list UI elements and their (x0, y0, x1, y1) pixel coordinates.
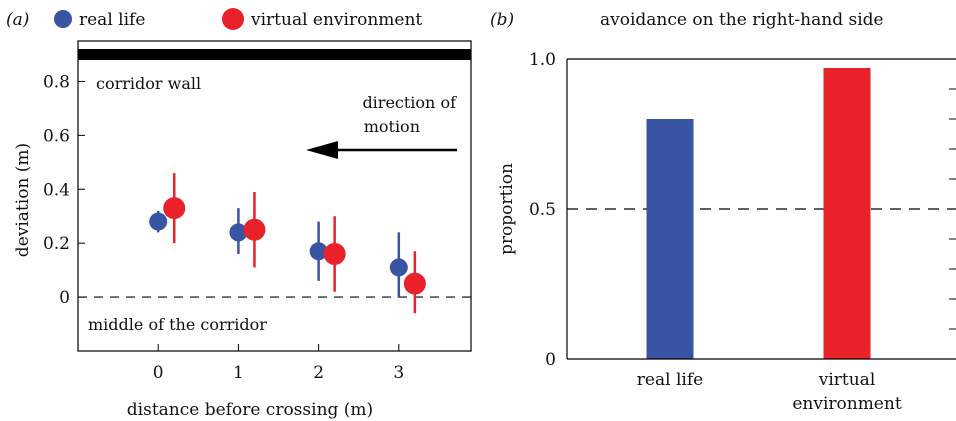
category-labels-b: real life virtual environment (637, 370, 902, 414)
corridor-wall-label: corridor wall (96, 74, 201, 93)
legend-marker-virtual-environment (222, 8, 244, 30)
legend-label-virtual-environment: virtual environment (250, 10, 422, 30)
category-label-b: environment (792, 394, 901, 414)
data-point-virtual-environment (403, 272, 426, 295)
axis-ticks-a: 0 0.2 0.4 0.6 0.8 0 1 2 3 (43, 72, 404, 383)
y-tick-label-b: 0 (545, 350, 556, 370)
chart-title-b: avoidance on the right-hand side (600, 10, 884, 30)
legend: real life virtual environment (54, 8, 422, 30)
data-point-virtual-environment (243, 218, 266, 241)
plot-frame-a (77, 40, 472, 352)
bar-real-life (646, 119, 694, 359)
direction-label-line2: motion (364, 117, 420, 136)
x-tick-label-a: 3 (393, 363, 404, 383)
data-point-real-life (229, 223, 248, 242)
bar-virtual-environment (823, 68, 871, 359)
y-axis-label-b: proportion (497, 163, 517, 255)
axis-ticks-b: 0 0.5 1.0 (529, 50, 956, 370)
panel-b-label: (b) (490, 10, 514, 30)
legend-marker-real-life (54, 10, 72, 28)
data-point-real-life (389, 258, 408, 277)
y-tick-label-a: 0.6 (43, 126, 70, 146)
category-label-b: real life (637, 370, 703, 390)
x-tick-label-a: 1 (233, 363, 244, 383)
y-tick-label-a: 0 (59, 288, 70, 308)
x-axis-label-a: distance before crossing (m) (127, 400, 373, 420)
data-point-virtual-environment (323, 242, 346, 265)
panel-b: (b) avoidance on the right-hand side 0 0.… (490, 10, 956, 414)
data-point-virtual-environment (163, 197, 186, 220)
y-axis-label-a: deviation (m) (13, 143, 33, 257)
x-tick-label-a: 2 (313, 363, 324, 383)
x-tick-label-a: 0 (153, 363, 164, 383)
corridor-middle-label: middle of the corridor (88, 315, 267, 334)
y-tick-label-b: 0.5 (529, 200, 556, 220)
reference-lines-a (78, 48, 471, 298)
y-tick-label-a: 0.4 (43, 180, 70, 200)
bars-b (646, 68, 871, 359)
direction-arrow (306, 141, 457, 159)
y-tick-label-b: 1.0 (529, 50, 556, 70)
direction-label-line1: direction of (362, 93, 457, 112)
panel-a: (a) real life virtual environment 0 0.2 0.… (6, 8, 472, 420)
y-tick-label-a: 0.2 (43, 234, 70, 254)
data-point-real-life (149, 212, 168, 231)
legend-label-real-life: real life (79, 10, 145, 30)
data-points-a (149, 173, 426, 314)
panel-a-label: (a) (6, 10, 29, 30)
y-tick-label-a: 0.8 (43, 72, 70, 92)
category-label-b: virtual (818, 370, 876, 390)
data-point-real-life (309, 242, 328, 261)
